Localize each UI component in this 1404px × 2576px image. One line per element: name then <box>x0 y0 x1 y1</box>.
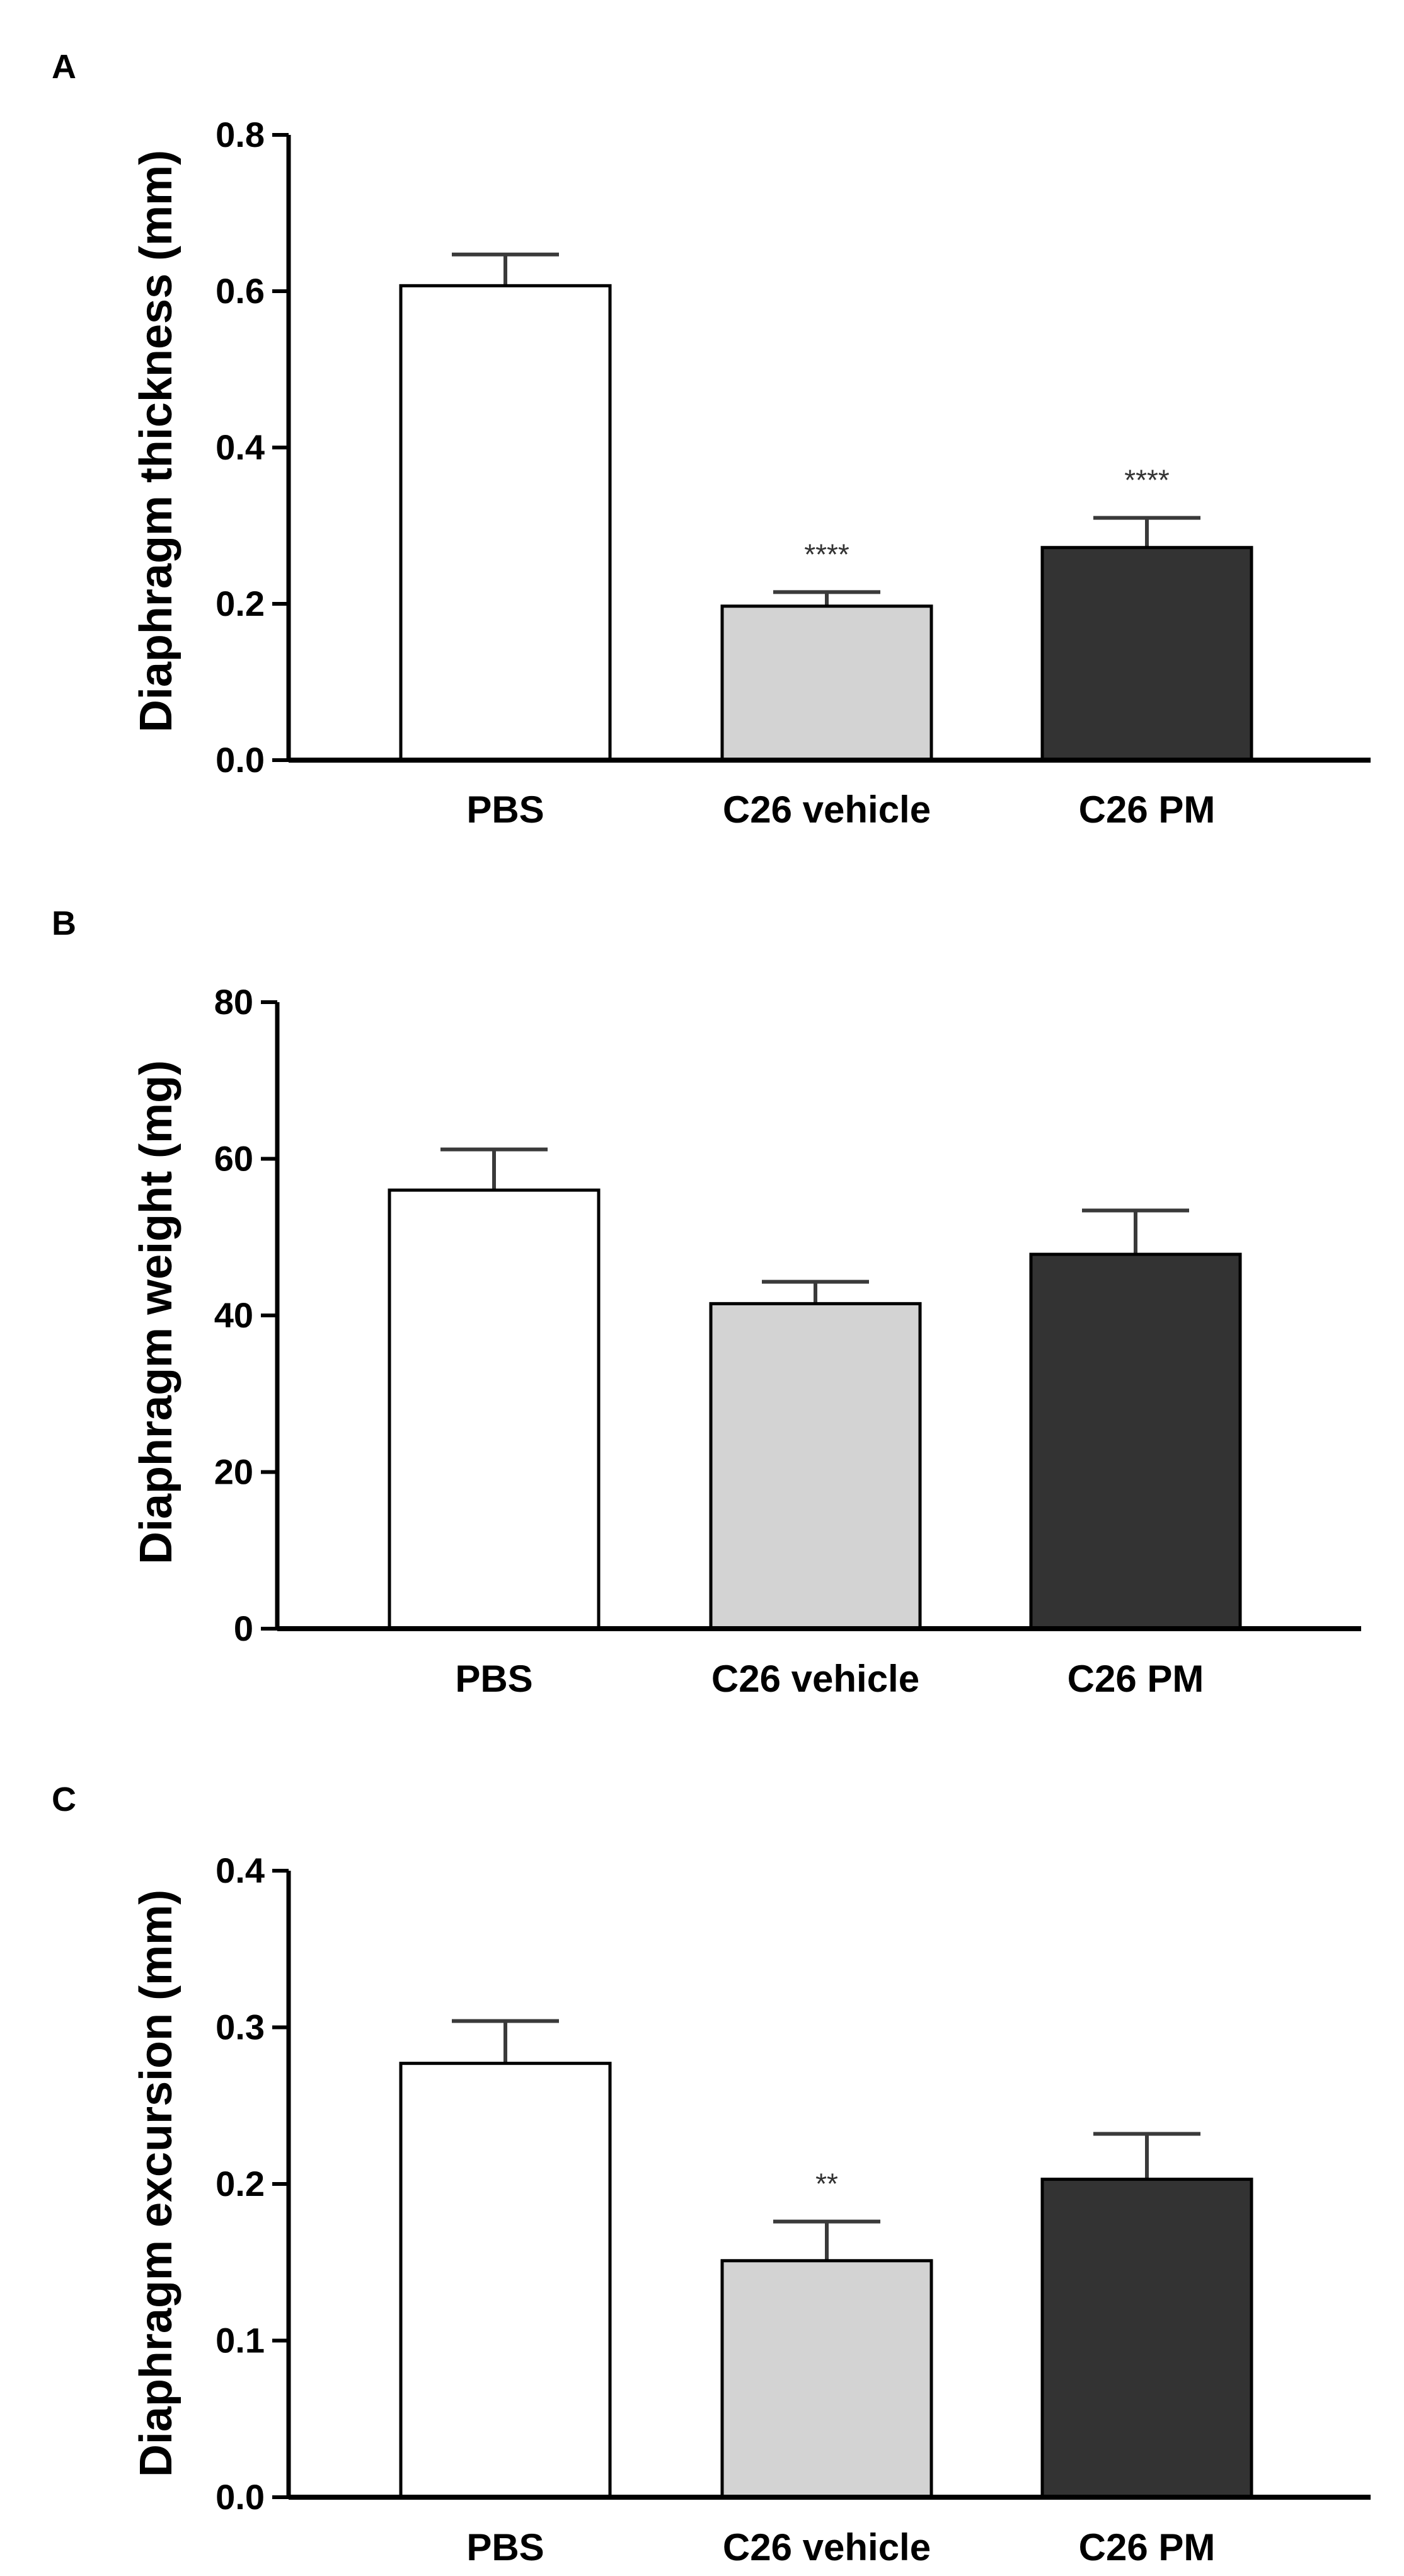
y-tick-label: 0.8 <box>216 115 265 154</box>
y-axis-label: Diaphragm thickness (mm) <box>131 150 181 732</box>
bar <box>1040 546 1253 762</box>
y-tick-label: 0.0 <box>216 740 265 780</box>
y-tick-label: 0.2 <box>216 2164 265 2203</box>
y-tick-label: 0.4 <box>216 427 265 467</box>
panel-b: B Diaphragm weight (mg) 0 20 40 60 80 PBS C26… <box>52 904 1361 1700</box>
panel-a: A Diaphragm thickness (mm) 0.0 0.2 0.4 0.6 0… <box>52 48 1371 831</box>
y-tick-label: 0.3 <box>216 2007 265 2047</box>
bar <box>1040 2178 1253 2499</box>
y-tick-label: 0 <box>234 1609 253 1648</box>
category-label: C26 vehicle <box>723 2526 931 2568</box>
significance-marker: **** <box>804 538 849 570</box>
bar <box>399 284 612 762</box>
y-tick-label: 0.1 <box>216 2321 265 2360</box>
significance-marker: **** <box>1124 464 1170 497</box>
bar <box>720 604 933 762</box>
panel-label: A <box>52 48 76 86</box>
y-axis-label: Diaphragm excursion (mm) <box>131 1890 181 2477</box>
category-label: C26 vehicle <box>711 1658 919 1700</box>
category-label: PBS <box>466 788 544 831</box>
y-tick-label: 40 <box>214 1295 253 1335</box>
category-label: PBS <box>466 2526 544 2568</box>
significance-marker: ** <box>815 2168 838 2200</box>
y-tick-label: 0.6 <box>216 271 265 311</box>
panel-label: B <box>52 904 76 942</box>
category-label: PBS <box>455 1658 532 1700</box>
bar <box>388 1188 601 1631</box>
bar <box>399 2062 612 2499</box>
category-label: C26 vehicle <box>723 788 931 831</box>
y-tick-label: 0.0 <box>216 2477 265 2517</box>
category-label: C26 PM <box>1079 2526 1216 2568</box>
bar <box>709 1302 922 1631</box>
bar <box>1029 1252 1242 1631</box>
panel-label: C <box>52 1781 76 1818</box>
y-tick-label: 60 <box>214 1139 253 1179</box>
y-tick-label: 0.2 <box>216 584 265 623</box>
panel-c: C Diaphragm excursion (mm) 0.0 0.1 0.2 0.3 0… <box>52 1781 1371 2568</box>
bar <box>720 2259 933 2499</box>
category-label: C26 PM <box>1067 1658 1204 1700</box>
y-axis-label: Diaphragm weight (mg) <box>131 1060 181 1564</box>
y-tick-label: 20 <box>214 1452 253 1492</box>
category-label: C26 PM <box>1079 788 1216 831</box>
y-tick-label: 80 <box>214 982 253 1022</box>
y-tick-label: 0.4 <box>216 1851 265 1890</box>
